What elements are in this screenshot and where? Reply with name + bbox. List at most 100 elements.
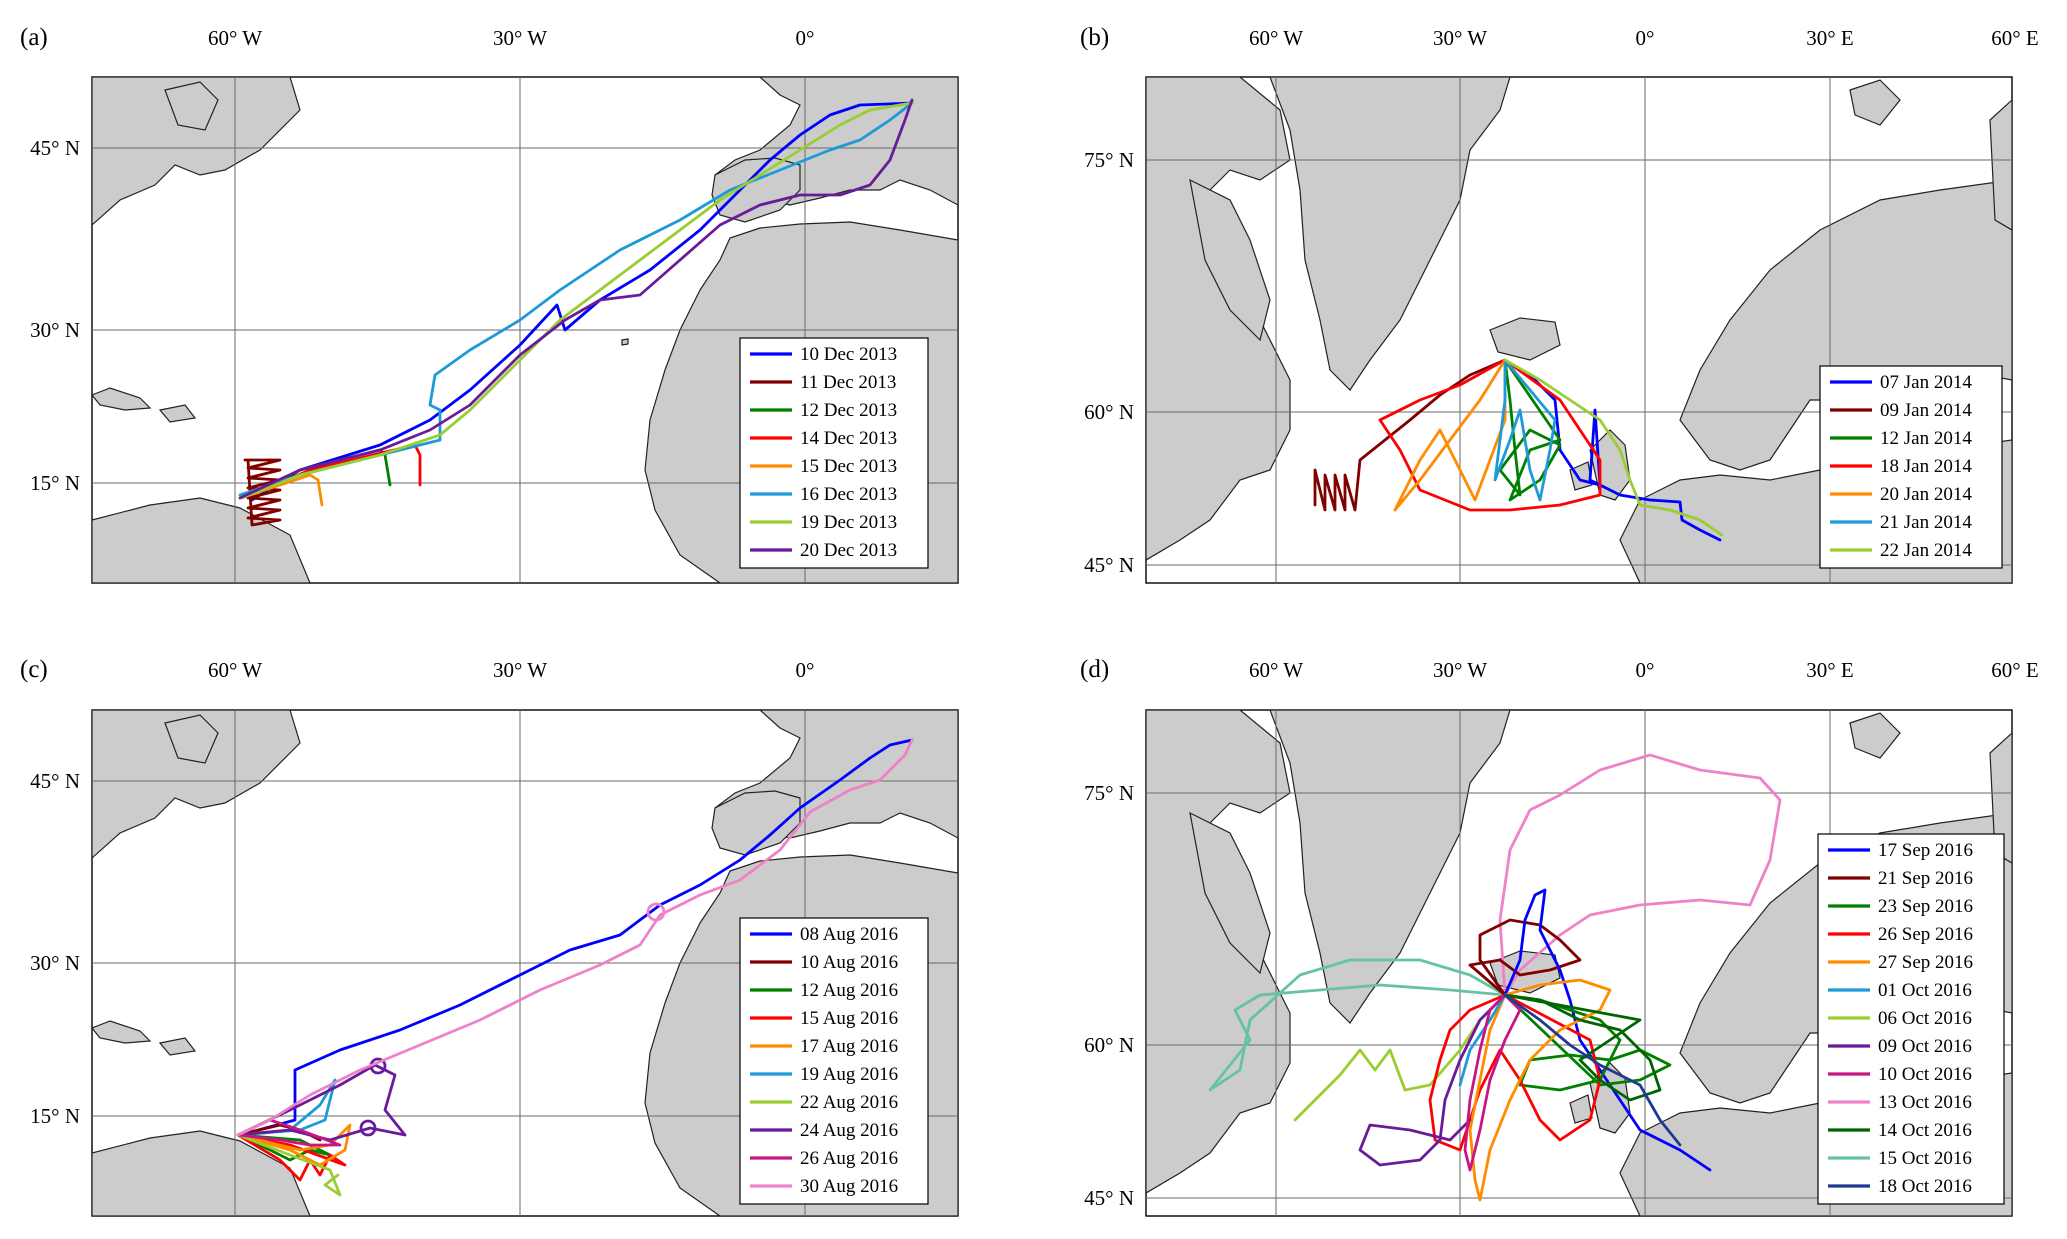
legend-label: 14 Dec 2013	[800, 428, 897, 449]
legend-label: 27 Sep 2016	[1878, 952, 1973, 973]
iberia-land	[711, 790, 801, 856]
lat-tick-label: 75° N	[1084, 781, 1134, 805]
legend-label: 30 Aug 2016	[800, 1176, 898, 1197]
iceland-land	[1489, 317, 1561, 361]
track-15-aug-2016	[236, 1133, 347, 1182]
lat-tick-label: 30° N	[30, 318, 80, 342]
legend-entries: 08 Aug 2016 10 Aug 2016 12 Aug 2016 15 Aug …	[750, 924, 898, 1197]
track-06-oct-2016	[1293, 993, 1507, 1122]
legend-label: 15 Dec 2013	[800, 456, 897, 477]
legend-label: 22 Aug 2016	[800, 1092, 898, 1113]
track-21-sep-2016	[1468, 918, 1582, 997]
newfoundland-land	[164, 81, 219, 131]
lon-tick-label: 60° W	[1249, 658, 1303, 682]
panel-b: 60° W 30° W 0° 30° E 60° E 75° N 60° N 4…	[1080, 24, 2039, 584]
lon-tick-label: 0°	[1636, 658, 1655, 682]
track-18-jan-2014	[1378, 358, 1602, 512]
track-22-jan-2014	[1503, 358, 1724, 537]
svalbard-land	[1849, 79, 1901, 126]
hispaniola-land	[158, 404, 197, 423]
lon-tick-label: 0°	[796, 26, 815, 50]
legend-label: 19 Dec 2013	[800, 512, 897, 533]
ireland-land	[1569, 1094, 1593, 1124]
legend-entries: 17 Sep 2016 21 Sep 2016 23 Sep 2016 26 Sep …	[1828, 840, 1973, 1197]
lon-tick-label: 30° E	[1806, 658, 1853, 682]
north-america-land	[92, 77, 301, 226]
south-america-land	[92, 1130, 311, 1216]
legend-label: 09 Jan 2014	[1880, 400, 1972, 421]
track-20-jan-2014	[1393, 358, 1507, 512]
flight-tracks	[1208, 753, 1782, 1202]
track-12-aug-2016	[236, 1133, 332, 1162]
legend-label: 06 Oct 2016	[1878, 1008, 1972, 1029]
track-30-aug-2016-loop	[646, 902, 666, 922]
legend-label: 26 Aug 2016	[800, 1148, 898, 1169]
greenland-land	[1269, 77, 1511, 391]
legend-label: 01 Oct 2016	[1878, 980, 1972, 1001]
lon-tick-label: 60° W	[208, 26, 262, 50]
lat-tick-labels: 75° N 60° N 45° N	[1084, 148, 1134, 577]
lon-tick-label: 0°	[796, 658, 815, 682]
lat-tick-label: 15° N	[30, 1104, 80, 1128]
track-15-oct-2016	[1208, 958, 1507, 1092]
track-18-oct-2016	[1503, 993, 1682, 1147]
legend-label: 12 Jan 2014	[1880, 428, 1972, 449]
legend-label: 22 Jan 2014	[1880, 540, 1972, 561]
legend-label: 16 Dec 2013	[800, 484, 897, 505]
lon-tick-label: 0°	[1636, 26, 1655, 50]
legend-label: 20 Dec 2013	[800, 540, 897, 561]
lat-tick-labels: 45° N 30° N 15° N	[30, 769, 80, 1128]
track-08-aug-2016	[238, 738, 914, 1137]
cuba-land	[92, 387, 152, 411]
panel-label: (c)	[20, 656, 48, 683]
track-13-oct-2016	[1498, 753, 1782, 997]
legend-label: 10 Oct 2016	[1878, 1064, 1972, 1085]
canary-islands-land	[621, 338, 629, 346]
track-17-aug-2016	[236, 1123, 352, 1167]
legend-label: 13 Oct 2016	[1878, 1092, 1972, 1113]
lon-tick-labels: 60° W 30° W 0° 30° E 60° E	[1249, 658, 2039, 682]
legend: 10 Dec 2013 11 Dec 2013 12 Dec 2013 14 Dec …	[739, 337, 929, 569]
greenland-land	[1269, 710, 1511, 1024]
lat-tick-label: 60° N	[1084, 1033, 1134, 1057]
track-09-jan-2014	[1313, 358, 1507, 512]
panel-label: (d)	[1080, 656, 1109, 683]
legend-label: 10 Dec 2013	[800, 344, 897, 365]
lat-tick-label: 45° N	[30, 136, 80, 160]
lat-tick-labels: 45° N 30° N 15° N	[30, 136, 80, 495]
panel-label: (b)	[1080, 24, 1109, 51]
lon-tick-label: 30° W	[493, 26, 547, 50]
lon-tick-label: 30° W	[1433, 658, 1487, 682]
lon-tick-label: 30° W	[493, 658, 547, 682]
legend-label: 11 Dec 2013	[800, 372, 896, 393]
novaya-zemlya-land	[1989, 732, 2012, 864]
iberia-land	[711, 157, 801, 223]
legend-label: 17 Sep 2016	[1878, 840, 1973, 861]
track-16-dec-2013	[238, 101, 914, 497]
lat-tick-label: 45° N	[30, 769, 80, 793]
track-09-oct-2016	[1358, 993, 1507, 1167]
legend-label: 08 Aug 2016	[800, 924, 898, 945]
legend-label: 19 Aug 2016	[800, 1064, 898, 1085]
track-26-sep-2016	[1428, 993, 1602, 1152]
lat-tick-label: 45° N	[1084, 553, 1134, 577]
legend-label: 24 Aug 2016	[800, 1120, 898, 1141]
track-11-dec-2013	[243, 458, 282, 527]
track-01-oct-2016	[1458, 993, 1507, 1087]
panel-label: (a)	[20, 24, 48, 51]
panel-a: 60° W 30° W 0° 45° N 30° N 15° N (a) 10 …	[20, 24, 959, 584]
baffin-island-land	[1189, 178, 1271, 342]
lat-tick-label: 75° N	[1084, 148, 1134, 172]
track-30-aug-2016	[236, 738, 914, 1137]
track-07-jan-2014	[1503, 358, 1722, 542]
cuba-land	[92, 1020, 152, 1044]
lat-tick-labels: 75° N 60° N 45° N	[1084, 781, 1134, 1210]
legend-label: 17 Aug 2016	[800, 1036, 898, 1057]
flight-tracks	[238, 98, 914, 527]
track-12-jan-2014	[1498, 358, 1562, 502]
track-24-aug-2016-loop	[359, 1119, 377, 1137]
legend-label: 26 Sep 2016	[1878, 924, 1973, 945]
lon-tick-labels: 60° W 30° W 0°	[208, 26, 815, 50]
legend-label: 23 Sep 2016	[1878, 896, 1973, 917]
